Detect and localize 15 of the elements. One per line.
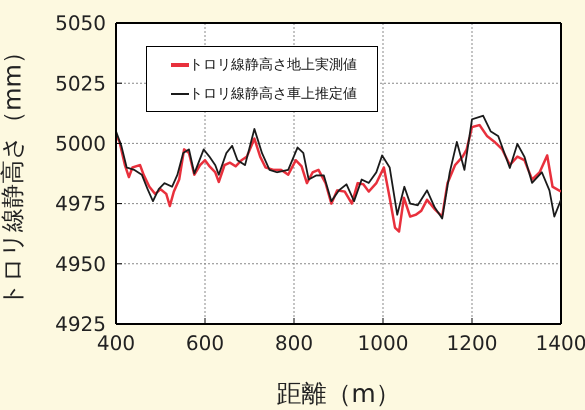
- legend-label: トロリ線静高さ地上実測値: [189, 56, 357, 74]
- y-tick-label: 4975: [55, 192, 106, 216]
- x-tick-label: 1200: [446, 331, 498, 356]
- y-tick-label: 5025: [55, 71, 106, 96]
- x-tick-label: 600: [186, 331, 224, 356]
- y-tick-label: 4950: [55, 252, 106, 276]
- x-axis-title: 距離（m）: [276, 379, 401, 408]
- x-tick-label: 800: [274, 331, 314, 356]
- x-tick-label: 1000: [358, 331, 408, 356]
- legend-label: トロリ線静高さ車上推定値: [189, 84, 357, 102]
- y-tick-label: 5000: [55, 132, 106, 156]
- line-series: [116, 114, 561, 220]
- y-axis-title: トロリ線静高さ（mm）: [0, 40, 27, 307]
- x-tick-label: 1400: [536, 331, 585, 356]
- y-tick-label: 5050: [55, 11, 106, 36]
